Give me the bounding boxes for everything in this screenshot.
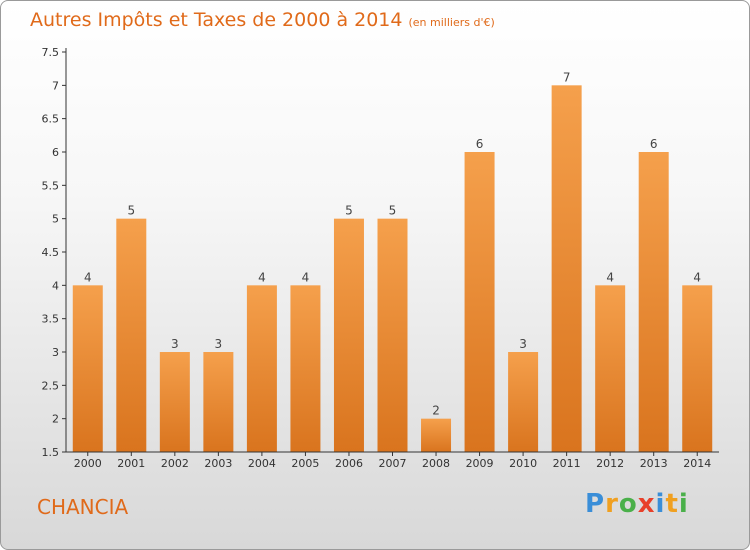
y-tick-label: 4 (52, 279, 59, 292)
bar-value-label: 3 (171, 337, 179, 351)
y-tick-label: 5.5 (42, 179, 60, 192)
logo-letter: x (637, 489, 656, 519)
x-tick-label: 2007 (379, 457, 407, 470)
bar-value-label: 6 (476, 137, 484, 151)
bar-value-label: 7 (563, 70, 571, 84)
logo-letter: P (585, 489, 606, 519)
proxiti-logo: Proxiti (585, 489, 689, 519)
logo-letter: i (678, 489, 689, 519)
bar (72, 285, 103, 452)
bar (159, 352, 190, 452)
x-tick-label: 2000 (74, 457, 102, 470)
bar (551, 85, 582, 452)
bar (246, 285, 277, 452)
bar-value-label: 3 (215, 337, 223, 351)
bar-value-label: 2 (432, 404, 440, 418)
bar (203, 352, 234, 452)
bar-value-label: 4 (258, 270, 266, 284)
bar-value-label: 4 (302, 270, 310, 284)
x-tick-label: 2005 (291, 457, 319, 470)
x-tick-label: 2014 (683, 457, 711, 470)
bar (290, 285, 321, 452)
logo-letter: o (618, 489, 638, 519)
bar (638, 152, 669, 452)
bar-value-label: 4 (84, 270, 92, 284)
y-tick-label: 5 (52, 213, 59, 226)
bar (377, 218, 408, 452)
bar (421, 418, 452, 452)
bar (116, 218, 147, 452)
x-tick-label: 2002 (161, 457, 189, 470)
logo-letter: r (605, 489, 619, 519)
chart-title-text: Autres Impôts et Taxes de 2000 à 2014 (30, 9, 403, 31)
x-tick-label: 2003 (204, 457, 232, 470)
bar-value-label: 3 (519, 337, 527, 351)
logo-letter: i (655, 489, 666, 519)
bar (333, 218, 364, 452)
x-tick-label: 2008 (422, 457, 450, 470)
bar (595, 285, 626, 452)
place-name: CHANCIA (37, 495, 129, 519)
y-tick-label: 7.5 (42, 46, 60, 59)
bar-value-label: 5 (127, 204, 135, 218)
y-tick-label: 3.5 (42, 313, 60, 326)
bar-value-label: 5 (345, 204, 353, 218)
x-tick-label: 2009 (466, 457, 494, 470)
bar-value-label: 6 (650, 137, 658, 151)
x-tick-label: 2012 (596, 457, 624, 470)
chart-title: Autres Impôts et Taxes de 2000 à 2014 (en… (30, 9, 495, 31)
x-tick-label: 2010 (509, 457, 537, 470)
y-tick-label: 4.5 (42, 246, 60, 259)
y-tick-label: 6 (52, 146, 59, 159)
bar-value-label: 5 (389, 204, 397, 218)
y-tick-label: 6.5 (42, 113, 60, 126)
y-tick-label: 2 (52, 413, 59, 426)
bar (464, 152, 495, 452)
bar-value-label: 4 (693, 270, 701, 284)
x-tick-label: 2011 (553, 457, 581, 470)
bar (508, 352, 539, 452)
x-tick-label: 2006 (335, 457, 363, 470)
x-tick-label: 2013 (640, 457, 668, 470)
bar (682, 285, 713, 452)
x-tick-label: 2001 (117, 457, 145, 470)
y-tick-label: 2.5 (42, 379, 60, 392)
x-tick-label: 2004 (248, 457, 276, 470)
logo-letter: t (665, 489, 679, 519)
y-tick-label: 1.5 (42, 446, 60, 459)
chart-subtitle: (en milliers d'€) (408, 16, 495, 29)
bar-value-label: 4 (606, 270, 614, 284)
y-tick-label: 3 (52, 346, 59, 359)
y-tick-label: 7 (52, 79, 59, 92)
